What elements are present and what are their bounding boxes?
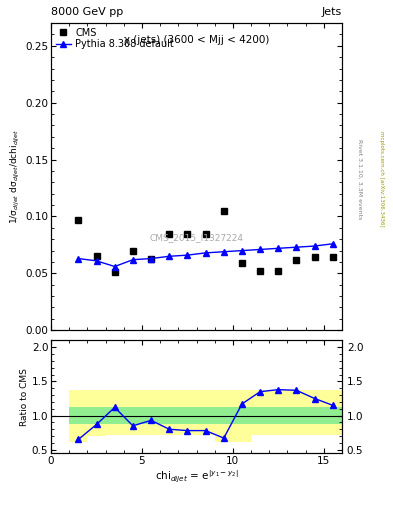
CMS — [240, 260, 244, 266]
CMS — [167, 230, 172, 237]
CMS — [112, 269, 117, 275]
Pythia 8.308 default — [221, 249, 226, 255]
Text: Rivet 3.1.10, 3.3M events: Rivet 3.1.10, 3.3M events — [358, 139, 363, 219]
X-axis label: chi$_{dijet}$ = e$^{|y_{1}-y_{2}|}$: chi$_{dijet}$ = e$^{|y_{1}-y_{2}|}$ — [155, 468, 238, 485]
Text: mcplots.cern.ch [arXiv:1306.3436]: mcplots.cern.ch [arXiv:1306.3436] — [379, 132, 384, 227]
Y-axis label: 1/σ$_{dijet}$ dσ$_{dijet}$/dchi$_{dijet}$: 1/σ$_{dijet}$ dσ$_{dijet}$/dchi$_{dijet}… — [9, 129, 22, 224]
Text: 8000 GeV pp: 8000 GeV pp — [51, 7, 123, 17]
Line: Pythia 8.308 default: Pythia 8.308 default — [75, 241, 336, 270]
Text: χ (jets) (3600 < Mjj < 4200): χ (jets) (3600 < Mjj < 4200) — [124, 35, 269, 46]
Pythia 8.308 default — [312, 243, 317, 249]
CMS — [94, 253, 99, 260]
CMS — [331, 254, 335, 261]
Pythia 8.308 default — [203, 250, 208, 256]
Pythia 8.308 default — [276, 245, 281, 251]
Pythia 8.308 default — [294, 244, 299, 250]
CMS — [203, 230, 208, 237]
CMS — [130, 247, 135, 253]
Y-axis label: Ratio to CMS: Ratio to CMS — [20, 368, 29, 426]
Line: CMS: CMS — [75, 208, 336, 275]
Legend: CMS, Pythia 8.308 default: CMS, Pythia 8.308 default — [54, 26, 176, 51]
CMS — [276, 268, 281, 274]
CMS — [258, 268, 263, 274]
Pythia 8.308 default — [149, 255, 153, 262]
Pythia 8.308 default — [167, 253, 172, 260]
CMS — [76, 217, 81, 223]
Text: CMS_2015_I1327224: CMS_2015_I1327224 — [149, 233, 244, 243]
Pythia 8.308 default — [185, 252, 190, 258]
Pythia 8.308 default — [258, 246, 263, 252]
CMS — [185, 230, 190, 237]
Text: Jets: Jets — [321, 7, 342, 17]
CMS — [149, 255, 153, 262]
Pythia 8.308 default — [76, 255, 81, 262]
Pythia 8.308 default — [331, 241, 335, 247]
CMS — [312, 254, 317, 261]
Pythia 8.308 default — [112, 264, 117, 270]
Pythia 8.308 default — [94, 258, 99, 264]
Pythia 8.308 default — [240, 247, 244, 253]
CMS — [294, 257, 299, 263]
CMS — [221, 208, 226, 214]
Pythia 8.308 default — [130, 257, 135, 263]
